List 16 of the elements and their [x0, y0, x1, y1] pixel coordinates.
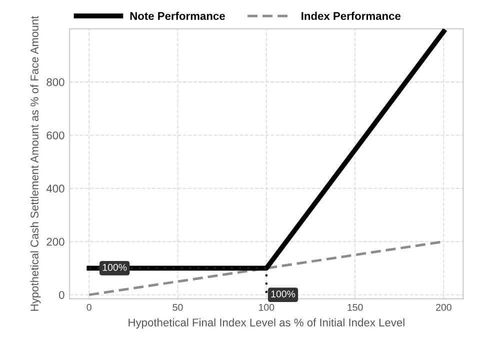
y-tick-label: 200	[46, 238, 64, 246]
y-axis-title: Hypothetical Cash Settlement Amount as % of Face Amount	[30, 16, 41, 311]
x-tick-label: 50	[172, 304, 183, 311]
annotation: 100%	[271, 290, 296, 298]
legend-label: Index Performance	[302, 12, 401, 20]
y-tick-label: 800	[46, 78, 64, 86]
annotation: 100%	[102, 264, 127, 271]
y-tick-label: 600	[46, 131, 64, 140]
x-tick-label: 200	[436, 304, 452, 311]
x-axis-title: Hypothetical Final Index Level as % of Initial Index Level	[128, 318, 404, 329]
x-tick-label: 100	[259, 304, 274, 311]
x-tick-label: 150	[348, 304, 363, 311]
x-tick-label: 0	[86, 304, 92, 311]
y-tick-label: 0	[58, 291, 64, 299]
y-tick-label: 400	[46, 184, 64, 193]
legend-label: Note Performance	[130, 12, 225, 20]
